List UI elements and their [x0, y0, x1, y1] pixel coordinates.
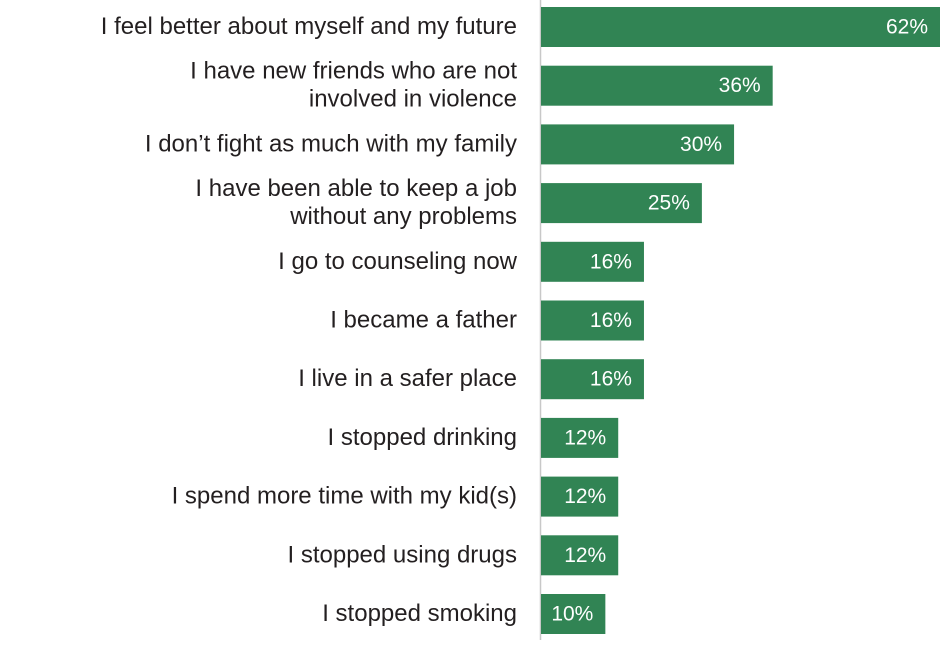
value-label: 16%: [590, 250, 632, 273]
value-label: 30%: [680, 133, 722, 156]
value-label: 12%: [564, 544, 606, 567]
category-label: I go to counseling now: [278, 248, 517, 275]
bar: [541, 476, 619, 517]
bar: [541, 417, 619, 458]
value-label: 16%: [590, 309, 632, 332]
value-label: 25%: [648, 192, 690, 215]
category-label: I stopped smoking: [322, 600, 517, 627]
bar: [541, 241, 644, 282]
category-label: I became a father: [330, 307, 517, 334]
bar: [541, 300, 644, 341]
bar: [541, 359, 644, 400]
category-label: I stopped using drugs: [288, 542, 518, 569]
bar: [541, 124, 735, 165]
category-label: I have new friends who are not involved i…: [190, 58, 517, 113]
value-label: 16%: [590, 368, 632, 391]
bar: [541, 594, 606, 634]
category-label: I spend more time with my kid(s): [172, 483, 517, 510]
category-label: I stopped drinking: [328, 424, 517, 451]
category-label: I feel better about myself and my future: [101, 13, 517, 40]
category-label: I have been able to keep a job without an…: [195, 175, 517, 230]
bar: [541, 535, 619, 576]
value-label: 12%: [564, 426, 606, 449]
category-label: I live in a safer place: [298, 366, 517, 393]
value-label: 36%: [719, 74, 761, 97]
bar: [541, 65, 773, 106]
category-label: I don’t fight as much with my family: [145, 131, 517, 158]
value-label: 62%: [886, 16, 928, 39]
bar: [541, 183, 702, 224]
value-label: 10%: [551, 603, 593, 626]
value-label: 12%: [564, 485, 606, 508]
bar: [541, 7, 940, 47]
